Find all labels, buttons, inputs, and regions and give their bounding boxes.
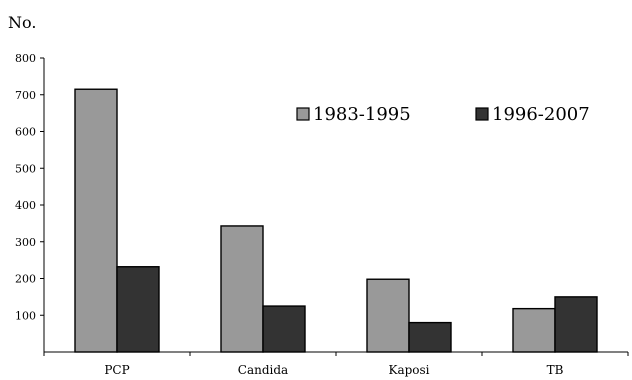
bar-candida-1983-1995 bbox=[220, 225, 264, 353]
legend-swatch bbox=[475, 107, 489, 121]
legend-swatch bbox=[296, 107, 310, 121]
x-tick-label: Candida bbox=[238, 363, 288, 377]
y-tick-label: 300 bbox=[15, 236, 36, 249]
legend: 1983-1995 1996-2007 bbox=[296, 104, 590, 125]
y-tick-label: 500 bbox=[15, 162, 36, 175]
x-tick-label: TB bbox=[547, 363, 564, 377]
y-tick-label: 400 bbox=[15, 199, 36, 212]
y-tick-label: 600 bbox=[15, 126, 36, 139]
y-tick-label: 800 bbox=[15, 52, 36, 65]
legend-label: 1983-1995 bbox=[313, 104, 411, 125]
bar-tb-1996-2007 bbox=[554, 296, 598, 353]
y-tick-label: 700 bbox=[15, 89, 36, 102]
bars bbox=[74, 88, 598, 353]
y-axis-label: No. bbox=[8, 13, 36, 32]
y-axis: 100 200 300 400 500 600 700 800 bbox=[15, 52, 45, 352]
y-tick-label: 100 bbox=[15, 309, 36, 322]
x-axis: PCP Candida Kaposi TB bbox=[43, 351, 629, 377]
bar-tb-1983-1995 bbox=[512, 307, 556, 353]
legend-label: 1996-2007 bbox=[492, 104, 590, 125]
y-tick-label: 200 bbox=[15, 273, 36, 286]
bar-pcp-1983-1995 bbox=[74, 88, 118, 353]
x-tick-label: PCP bbox=[104, 363, 129, 377]
x-tick-label: Kaposi bbox=[388, 363, 429, 377]
bar-kaposi-1996-2007 bbox=[408, 321, 452, 353]
bar-candida-1996-2007 bbox=[262, 305, 306, 353]
bar-pcp-1996-2007 bbox=[116, 266, 160, 353]
bar-kaposi-1983-1995 bbox=[366, 278, 410, 353]
